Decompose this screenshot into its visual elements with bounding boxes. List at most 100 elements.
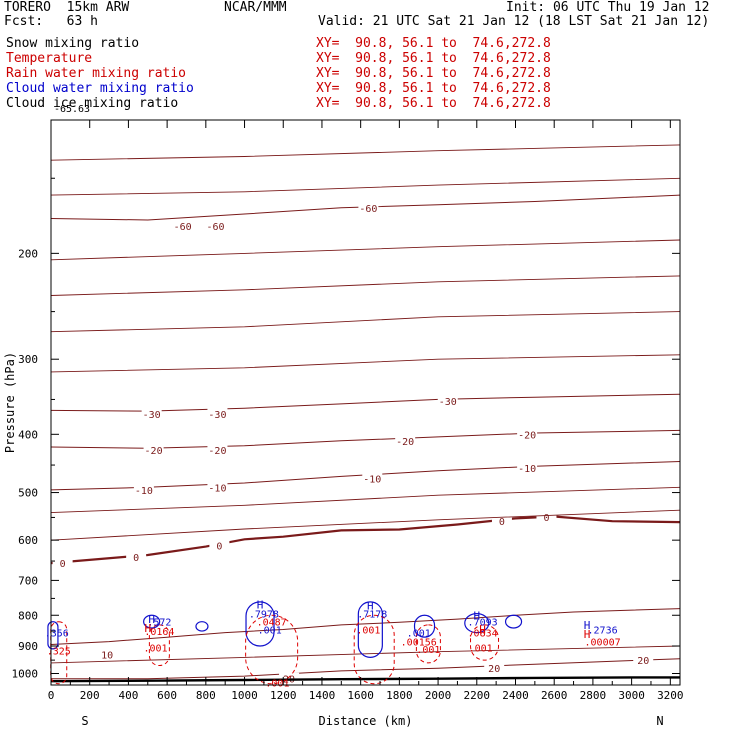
isotherm-label-bg bbox=[97, 648, 118, 660]
isotherm-label-bg bbox=[362, 472, 383, 484]
field-xy-range: XY= 90.8, 56.1 to 74.6,272.8 bbox=[316, 51, 551, 66]
y-tick-label: 700 bbox=[18, 574, 38, 587]
cloud-water-contour bbox=[357, 601, 383, 658]
x-tick-label: 2800 bbox=[580, 689, 607, 702]
isotherm-label: 20 bbox=[637, 656, 649, 667]
rain-value-label: .0164 bbox=[144, 627, 174, 638]
forecast-hour: Fcst: 63 h bbox=[4, 14, 98, 29]
isotherm-line bbox=[50, 194, 681, 221]
cloud-water-value-label: .572 bbox=[147, 618, 171, 629]
isotherm-label-bg bbox=[437, 394, 458, 406]
isotherm-label-bg bbox=[395, 434, 416, 446]
field-label: Temperature bbox=[6, 51, 93, 66]
isotherm-label: -60 bbox=[174, 222, 192, 233]
x-tick-label: 200 bbox=[80, 689, 100, 702]
cloud-water-value-label: .001 bbox=[407, 629, 431, 640]
rain-value-label: .325 bbox=[47, 646, 71, 657]
cloud-water-contour bbox=[464, 613, 490, 634]
isotherm-label-bg bbox=[207, 481, 228, 493]
x-tick-label: 400 bbox=[118, 689, 138, 702]
rain-value-label: .001 bbox=[356, 626, 380, 637]
rain-value-label: .0834 bbox=[468, 629, 498, 640]
field-xy-range: XY= 90.8, 56.1 to 74.6,272.8 bbox=[316, 81, 551, 96]
isotherm-label-bg bbox=[209, 539, 230, 551]
x-axis-label: Distance (km) bbox=[319, 714, 413, 728]
isotherm-label: -20 bbox=[396, 437, 414, 448]
y-tick-label: 800 bbox=[18, 609, 38, 622]
x-tick-label: 1200 bbox=[270, 689, 297, 702]
isotherm-label: 0 bbox=[499, 517, 505, 528]
valid-time: Valid: 21 UTC Sat 21 Jan 12 (18 LST Sat … bbox=[318, 14, 710, 29]
high-marker: H bbox=[473, 609, 480, 622]
high-marker: H bbox=[144, 622, 151, 635]
high-marker: H bbox=[367, 599, 374, 612]
x-tick-label: 1400 bbox=[309, 689, 336, 702]
high-marker: H bbox=[479, 624, 486, 637]
cloud-water-contour bbox=[195, 621, 209, 632]
y-tick-label: 500 bbox=[18, 487, 38, 500]
isotherm-label-bg bbox=[491, 515, 512, 527]
org-label: NCAR/MMM bbox=[224, 0, 287, 15]
isotherm-label: -30 bbox=[439, 397, 457, 408]
high-marker: H bbox=[584, 619, 591, 632]
y-tick-label: 200 bbox=[18, 247, 38, 260]
y-tick-label: 900 bbox=[18, 640, 38, 653]
x-tick-label: 3000 bbox=[618, 689, 645, 702]
isotherm-label: 0 bbox=[216, 541, 222, 552]
field-xy-range: XY= 90.8, 56.1 to 74.6,272.8 bbox=[316, 66, 551, 81]
x-tick-label: 3200 bbox=[657, 689, 684, 702]
isotherm-label-bg bbox=[517, 428, 538, 440]
isotherm-label-bg bbox=[133, 483, 154, 495]
isotherm-label-bg bbox=[279, 672, 300, 684]
rain-contour bbox=[470, 624, 500, 661]
cloud-water-value-label: .7178 bbox=[357, 610, 387, 621]
field-label: Snow mixing ratio bbox=[6, 36, 140, 51]
x-tick-label: 0 bbox=[48, 689, 55, 702]
rain-value-label: .001 bbox=[416, 645, 440, 656]
cloud-water-value-label: .001 bbox=[258, 626, 282, 637]
cloud-water-value-label: .7978 bbox=[249, 610, 279, 621]
isotherm-label-bg bbox=[633, 654, 654, 666]
isotherm-label: -60 bbox=[206, 222, 224, 233]
isotherm-line bbox=[50, 608, 681, 645]
isotherm-label: -60 bbox=[359, 204, 377, 215]
high-marker: H bbox=[257, 599, 264, 612]
isotherm-label-bg bbox=[143, 444, 164, 456]
plot-frame bbox=[50, 119, 681, 686]
isotherm-label: 0 bbox=[543, 513, 549, 524]
rain-contour bbox=[353, 614, 395, 685]
y-tick-label: 400 bbox=[18, 428, 38, 441]
isotherm-label: -20 bbox=[518, 430, 536, 441]
isotherm-label: -30 bbox=[208, 410, 226, 421]
isotherm-line bbox=[50, 509, 681, 541]
isotherm-label: 0 bbox=[60, 559, 66, 570]
x-tick-label: 2600 bbox=[541, 689, 568, 702]
field-label: Cloud ice mixing ratio bbox=[6, 96, 179, 111]
isotherm-label-bg bbox=[141, 407, 162, 419]
x-tick-label: 1800 bbox=[386, 689, 413, 702]
isotherm-label: -20 bbox=[208, 446, 226, 457]
cloud-water-value-label: .7093 bbox=[468, 618, 498, 629]
rain-contour bbox=[148, 624, 170, 667]
isotherm-label-bg bbox=[207, 444, 228, 456]
south-end-label: S bbox=[81, 714, 88, 728]
isotherm-label-bg bbox=[126, 551, 147, 563]
x-tick-label: 1000 bbox=[231, 689, 258, 702]
y-tick-label: 1000 bbox=[12, 668, 39, 681]
rain-value-label: .00156 bbox=[401, 638, 437, 649]
isotherm-label-bg bbox=[205, 219, 226, 231]
y-tick-label: 300 bbox=[18, 353, 38, 366]
north-end-label: N bbox=[656, 714, 663, 728]
isotherm-label: -10 bbox=[363, 475, 381, 486]
model-title: TORERO 15km ARW bbox=[4, 0, 130, 15]
rain-value-label: .001 bbox=[265, 678, 289, 689]
cloud-water-contour bbox=[413, 614, 436, 638]
field-xy-range: XY= 90.8, 56.1 to 74.6,272.8 bbox=[316, 96, 551, 111]
cloud-water-contour bbox=[245, 601, 275, 647]
isotherm-label-bg bbox=[172, 219, 193, 231]
isotherm-line bbox=[50, 486, 681, 514]
field-label: Rain water mixing ratio bbox=[6, 66, 187, 81]
isotherm-label: 20 bbox=[488, 664, 500, 675]
isotherm-label-bg bbox=[517, 461, 538, 473]
